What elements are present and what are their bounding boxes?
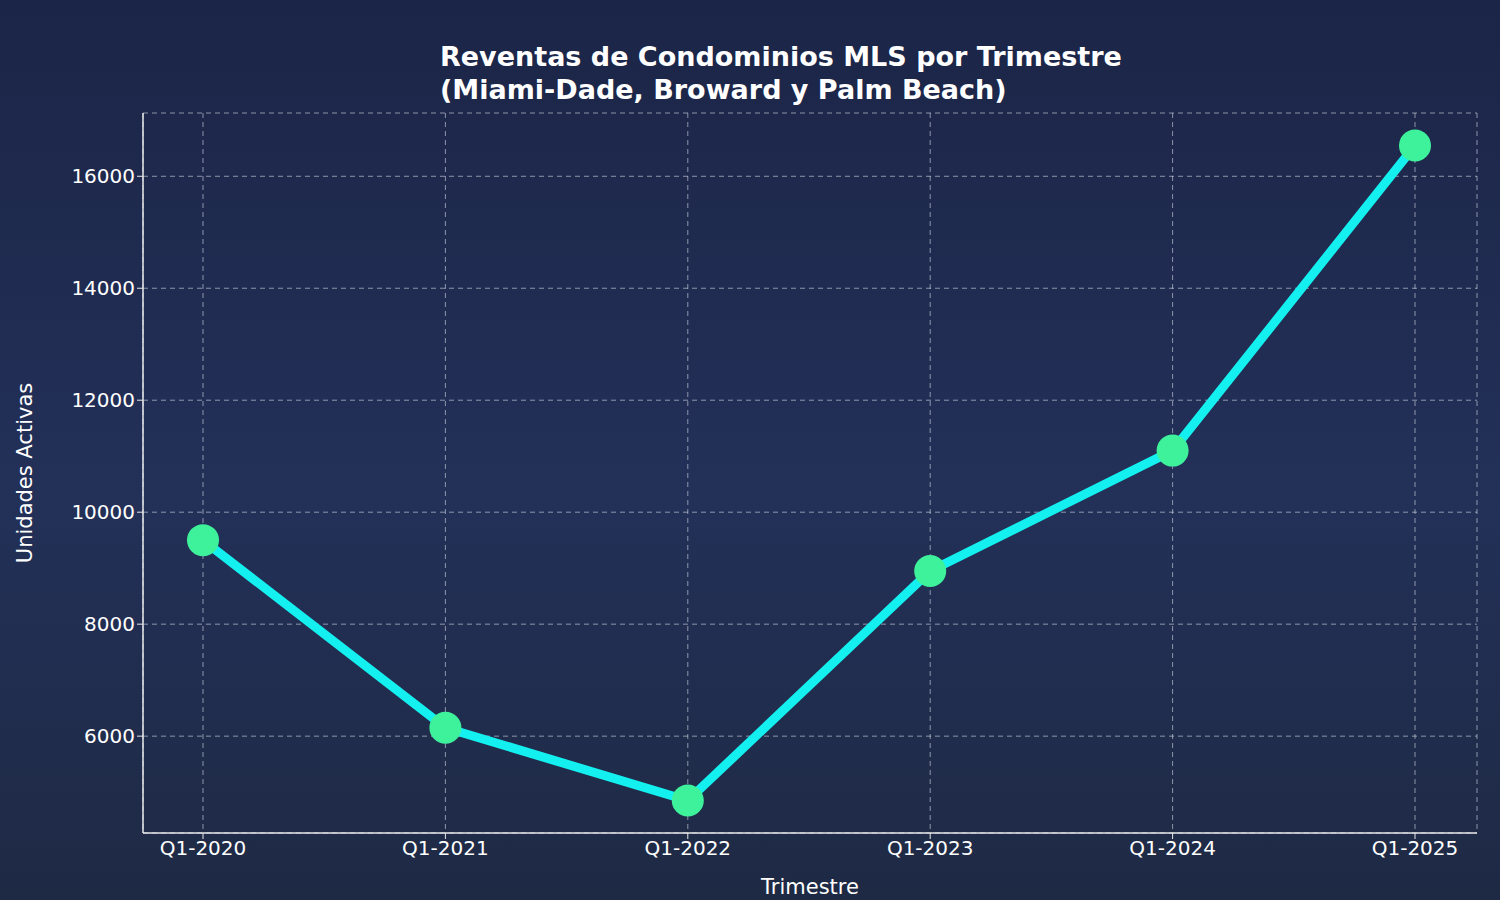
svg-text:14000: 14000 <box>71 276 135 300</box>
svg-text:10000: 10000 <box>71 500 135 524</box>
svg-text:Unidades Activas: Unidades Activas <box>13 383 37 563</box>
svg-text:Q1-2025: Q1-2025 <box>1372 836 1459 860</box>
svg-text:Q1-2024: Q1-2024 <box>1129 836 1216 860</box>
html-text:Reventas de Condominios MLS po: Reventas de Condominios MLS por Trimestr… <box>440 41 1122 72</box>
svg-text:8000: 8000 <box>84 612 135 636</box>
svg-text:16000: 16000 <box>71 164 135 188</box>
svg-text:Q1-2021: Q1-2021 <box>402 836 489 860</box>
svg-text:12000: 12000 <box>71 388 135 412</box>
svg-text:6000: 6000 <box>84 724 135 748</box>
svg-text:Q1-2020: Q1-2020 <box>160 836 247 860</box>
svg-text:Q1-2022: Q1-2022 <box>645 836 732 860</box>
svg-text:Q1-2023: Q1-2023 <box>887 836 974 860</box>
html-text:(Miami-Dade, Broward y Palm Be: (Miami-Dade, Broward y Palm Beach) <box>440 74 1007 105</box>
svg-text:Trimestre: Trimestre <box>760 875 859 899</box>
